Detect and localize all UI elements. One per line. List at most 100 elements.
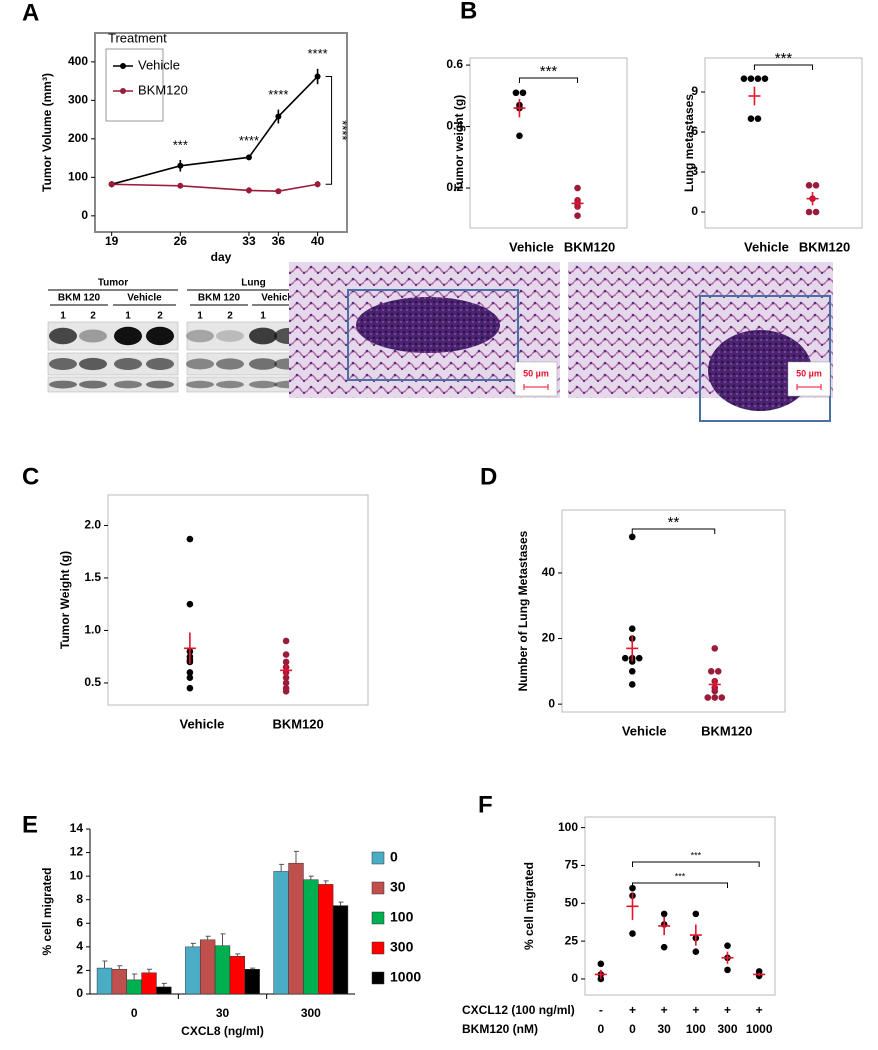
blot-band [186,329,214,343]
blot-band [49,327,77,345]
blot-band [186,358,214,370]
point [282,679,290,687]
blot-lane-label: 1 [197,311,203,322]
x-tick-label: Vehicle [744,239,789,254]
y-tick-label: 50 [565,895,579,909]
x-tick-label: 40 [311,234,325,248]
x-tick-label: + [692,1003,699,1017]
bar [156,986,172,995]
legend-swatch [120,88,126,94]
plot-frame [704,57,863,229]
point [282,658,290,666]
bar [141,972,157,995]
error-bar [338,901,344,906]
y-tick-label: 4 [76,939,83,953]
bar [273,871,289,995]
x-tick-label: BKM120 [701,723,752,738]
scale-box [514,361,558,397]
bracket [632,861,760,867]
annotation: **** [307,46,327,61]
point [754,75,762,82]
y-axis-label: % cell migrated [40,867,54,955]
annotation: *** [691,850,702,860]
region-box [347,289,519,381]
y-tick-label: 0.4 [446,119,463,133]
legend-label: 100 [390,909,414,925]
point [724,942,731,949]
x-tick-label: + [724,1003,731,1017]
point [245,187,252,194]
blot-lane-label: 2 [227,311,233,322]
annotation: *** [675,871,686,881]
y-tick-label: 9 [691,84,698,98]
y-tick-label: 6 [691,124,698,138]
point [628,625,636,633]
panel-label: D [480,463,497,490]
blot-band [114,358,142,370]
annotation: ** [668,514,680,531]
y-axis-label: % cell migrated [522,862,536,950]
error-bar [147,968,153,973]
y-tick-label: 200 [68,131,88,145]
legend-label: BKM120 [138,82,188,97]
point [692,948,700,956]
blot-band [49,380,77,389]
bar [318,884,334,995]
y-tick-label: 25 [565,933,579,947]
error-bar [132,973,138,980]
plot-frame [107,494,369,706]
plot-frame [584,816,776,996]
x-tick-label: BKM120 [272,716,323,731]
y-tick-label: 0 [548,696,555,710]
annotation: *** [540,63,558,80]
error-bar [250,967,256,970]
scale-box [787,361,831,397]
blot-lane-label: 1 [260,311,266,322]
legend-swatch [120,63,126,69]
series-line [111,183,318,193]
point [629,884,636,892]
error-bar [117,965,123,970]
bar [199,939,216,995]
point [574,212,581,220]
y-tick-label: 0 [571,971,578,985]
legend-swatch [371,911,385,925]
y-tick-label: 75 [565,858,579,872]
point [314,73,321,80]
point [282,637,290,645]
scale-bar [523,384,549,390]
x-row-label: CXCL12 (100 ng/ml) [462,1003,575,1017]
bracket [518,77,579,83]
point [108,181,115,188]
plot-frame [469,57,628,229]
y-tick-label: 8 [76,892,83,906]
y-tick-label: 12 [70,845,84,859]
x-tick-label: - [599,1003,603,1017]
x-tick-label: 36 [272,234,286,248]
blot-band [186,380,214,389]
point [177,162,184,169]
point [186,600,194,608]
point [812,208,820,216]
y-tick-label: 40 [542,565,556,579]
x-axis-label: CXCL8 (ng/ml) [181,1024,264,1038]
point [747,115,755,122]
point [812,182,820,189]
blot-band [249,380,277,389]
point [177,182,184,189]
blot-lane-label: 2 [90,311,96,322]
blot-band [146,380,174,389]
x-tick-label: 30 [216,1006,230,1020]
bar [229,956,246,995]
panel-label: E [22,811,38,838]
x-tick-label: 0 [629,1022,636,1036]
y-tick-label: 20 [542,631,556,645]
annotation: **** [239,133,259,148]
y-axis-label: Tumor Volume (mm³) [40,73,54,192]
x-tick-label: Vehicle [509,239,554,254]
region-box [699,295,831,422]
point [516,132,523,140]
point [282,674,290,681]
point [186,535,194,543]
point [245,154,252,161]
